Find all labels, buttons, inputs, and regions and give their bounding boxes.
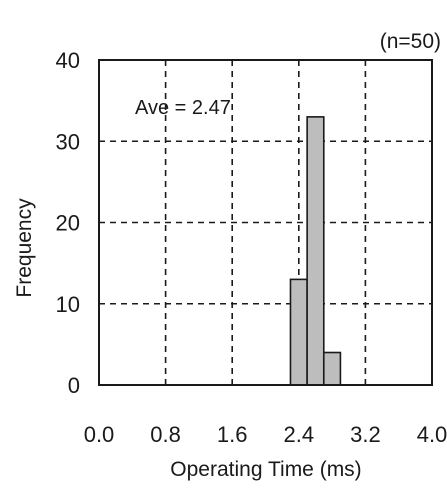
grid-lines xyxy=(99,60,432,385)
tick-labels: 0.0 0.8 1.6 2.4 3.2 4.0 0 10 20 30 40 xyxy=(56,48,447,447)
x-tick-label-5: 4.0 xyxy=(417,422,447,447)
average-annotation: Ave = 2.47 xyxy=(135,97,231,119)
y-tick-label-2: 20 xyxy=(56,211,80,236)
x-tick-label-0: 0.0 xyxy=(84,422,115,447)
plot-frame xyxy=(98,59,433,386)
histogram-bar-0 xyxy=(289,278,308,386)
x-axis-title: Operating Time (ms) xyxy=(170,458,361,481)
sample-size-label: (n=50) xyxy=(380,30,441,53)
x-tick-label-1: 0.8 xyxy=(150,422,181,447)
y-axis-title: Frequency xyxy=(13,198,36,298)
y-tick-label-0: 0 xyxy=(68,373,80,398)
x-tick-label-3: 2.4 xyxy=(284,422,315,447)
y-tick-label-4: 40 xyxy=(56,48,80,73)
histogram-bar-2 xyxy=(322,351,342,386)
x-tick-label-4: 3.2 xyxy=(350,422,381,447)
y-tick-label-1: 10 xyxy=(56,292,80,317)
histogram-bars xyxy=(289,116,342,386)
x-tick-label-2: 1.6 xyxy=(217,422,248,447)
histogram-bar-1 xyxy=(306,116,325,386)
y-tick-label-3: 30 xyxy=(56,129,80,154)
